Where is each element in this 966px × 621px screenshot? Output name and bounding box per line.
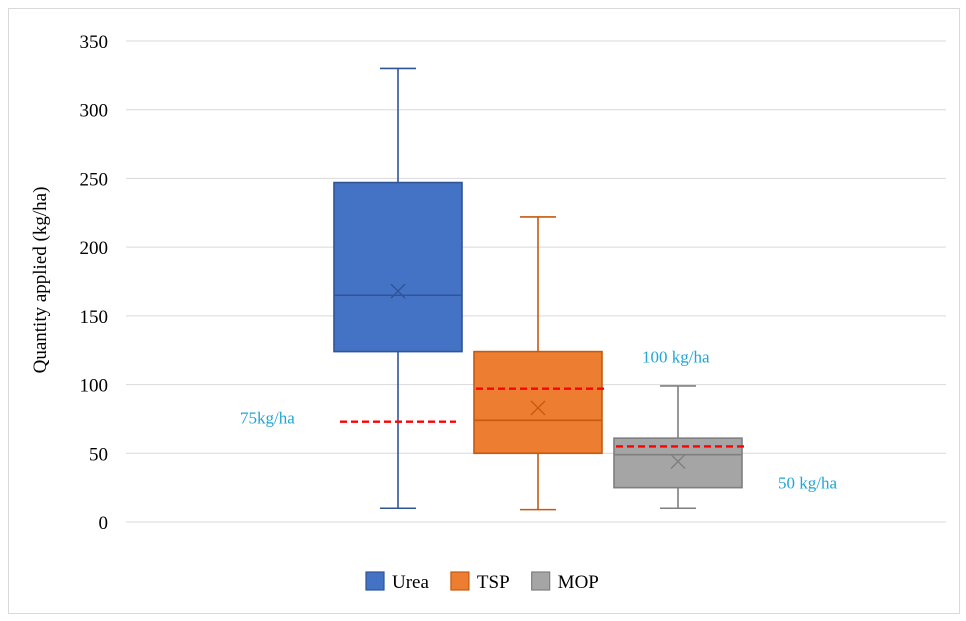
boxes bbox=[333, 67, 743, 511]
y-tick-label: 0 bbox=[99, 513, 109, 534]
y-tick-label: 150 bbox=[80, 307, 109, 328]
y-tick-label: 50 bbox=[89, 444, 108, 465]
box-iqr bbox=[473, 350, 603, 455]
box-tsp bbox=[473, 216, 603, 511]
y-tick-label: 250 bbox=[80, 169, 109, 190]
legend-label-urea: Urea bbox=[392, 572, 429, 593]
mean-marker bbox=[670, 454, 686, 470]
mean-marker bbox=[390, 283, 406, 299]
mean-marker bbox=[530, 400, 546, 416]
y-tick-label: 350 bbox=[80, 32, 109, 53]
legend-swatch-mop bbox=[531, 571, 551, 591]
y-tick-label: 200 bbox=[80, 238, 109, 259]
box-urea bbox=[333, 67, 463, 510]
y-axis-ticks: 0 50 100 150 200 250 300 350 bbox=[80, 32, 109, 534]
reference-label: 50 kg/ha bbox=[778, 473, 837, 492]
chart-frame bbox=[8, 8, 960, 614]
legend-swatch-tsp bbox=[450, 571, 470, 591]
reference-lines: 75kg/ha 100 kg/ha 50 kg/ha bbox=[240, 348, 837, 493]
y-tick-label: 300 bbox=[80, 101, 109, 122]
y-tick-label: 100 bbox=[80, 376, 109, 397]
box-iqr bbox=[333, 181, 463, 353]
gridlines bbox=[126, 40, 946, 523]
reference-label: 100 kg/ha bbox=[642, 348, 710, 367]
legend-swatch-urea bbox=[365, 571, 385, 591]
legend-label-tsp: TSP bbox=[477, 572, 510, 593]
y-axis-label: Quantity applied (kg/ha) bbox=[30, 187, 51, 374]
reference-label: 75kg/ha bbox=[240, 409, 295, 428]
legend: Urea TSP MOP bbox=[365, 571, 599, 593]
legend-label-mop: MOP bbox=[558, 572, 599, 593]
